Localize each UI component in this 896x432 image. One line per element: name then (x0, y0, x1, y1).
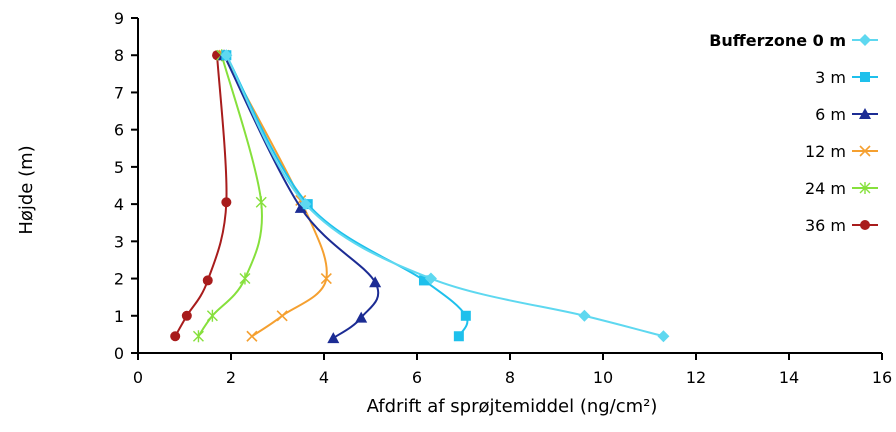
y-tick-label: 5 (114, 158, 124, 177)
y-tick-label: 1 (114, 307, 124, 326)
x-tick-label: 8 (505, 368, 515, 387)
axes (137, 18, 882, 354)
data-point (453, 331, 464, 342)
y-tick-label: 2 (114, 270, 124, 289)
legend-marker (860, 220, 870, 230)
legend-entry: 24 m (805, 179, 878, 198)
data-point (206, 309, 218, 322)
x-tick-label: 4 (319, 368, 329, 387)
data-point (418, 275, 429, 286)
legend-entry: 12 m (805, 142, 878, 161)
legend-label: 6 m (815, 105, 846, 124)
legend-marker (859, 145, 871, 157)
series-line (225, 54, 469, 337)
series-bufferzone-0-m (220, 49, 670, 343)
legend-entry: 36 m (805, 216, 878, 235)
x-tick-label: 2 (226, 368, 236, 387)
y-tick-label: 4 (114, 195, 124, 214)
y-tick-label: 3 (114, 232, 124, 251)
data-point (202, 275, 213, 286)
series-line (174, 55, 228, 337)
data-point (221, 197, 232, 208)
y-axis-title: Højde (m) (16, 145, 37, 234)
legend-label: 24 m (805, 179, 846, 198)
data-point (320, 272, 332, 285)
data-point (369, 276, 382, 288)
series-line (197, 54, 263, 337)
legend-label: Bufferzone 0 m (709, 31, 846, 50)
x-tick-label: 10 (593, 368, 613, 387)
series-24-m (192, 49, 267, 343)
y-tick-label: 7 (114, 83, 124, 102)
legend-entry: Bufferzone 0 m (709, 31, 878, 50)
legend-label: 36 m (805, 216, 846, 235)
x-tick-label: 16 (872, 368, 892, 387)
series-line (225, 54, 664, 338)
data-point (578, 309, 591, 322)
data-point (327, 332, 340, 344)
data-point (299, 198, 312, 211)
legend-entry: 3 m (815, 68, 878, 87)
series-line (223, 54, 328, 338)
data-point (276, 310, 288, 322)
data-point (657, 330, 670, 343)
legend: Bufferzone 0 m 3 m 6 m 12 m 24 m 36 m (709, 31, 878, 235)
x-tick-label: 14 (779, 368, 799, 387)
x-tick-label: 0 (133, 368, 143, 387)
y-tick-label: 6 (114, 121, 124, 140)
legend-marker (860, 72, 870, 82)
data-point (355, 311, 368, 323)
x-axis-title: Afdrift af sprøjtemiddel (ng/cm²) (367, 396, 658, 417)
legend-marker (859, 108, 871, 119)
data-point (170, 331, 181, 342)
legend-entry: 6 m (815, 105, 878, 124)
x-tick-label: 12 (686, 368, 706, 387)
data-point (192, 330, 204, 343)
legend-marker (859, 34, 871, 46)
series-12-m (218, 49, 332, 342)
data-point (294, 201, 307, 213)
data-point (460, 310, 471, 321)
x-tick-label: 6 (412, 368, 422, 387)
data-point (246, 330, 258, 342)
data-point (424, 272, 437, 285)
series-layer (170, 49, 670, 344)
series-3-m (221, 50, 471, 342)
y-tick-label: 0 (114, 344, 124, 363)
y-tick-label: 8 (114, 46, 124, 65)
data-point (239, 272, 251, 285)
series-36-m (170, 50, 232, 342)
data-point (181, 310, 192, 321)
data-point (220, 49, 233, 62)
legend-label: 3 m (815, 68, 846, 87)
y-tick-label: 9 (114, 9, 124, 28)
legend-label: 12 m (805, 142, 846, 161)
legend-marker (859, 182, 871, 194)
data-point (255, 196, 267, 209)
